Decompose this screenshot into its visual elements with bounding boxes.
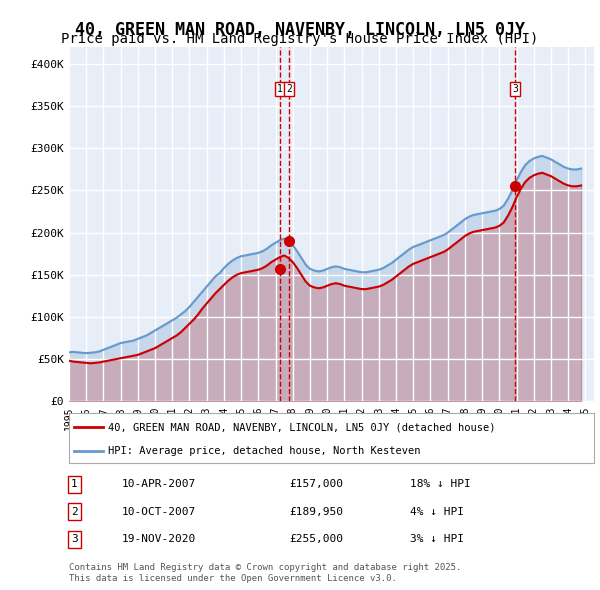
Text: 40, GREEN MAN ROAD, NAVENBY, LINCOLN, LN5 0JY: 40, GREEN MAN ROAD, NAVENBY, LINCOLN, LN… xyxy=(75,21,525,39)
Text: 10-OCT-2007: 10-OCT-2007 xyxy=(121,507,196,517)
Text: 10-APR-2007: 10-APR-2007 xyxy=(121,480,196,490)
Text: £157,000: £157,000 xyxy=(290,480,343,490)
Text: 3: 3 xyxy=(71,534,77,544)
Text: £255,000: £255,000 xyxy=(290,534,343,544)
Text: 2: 2 xyxy=(286,84,292,94)
Text: 1: 1 xyxy=(277,84,283,94)
Text: Contains HM Land Registry data © Crown copyright and database right 2025.
This d: Contains HM Land Registry data © Crown c… xyxy=(69,563,461,583)
Text: £189,950: £189,950 xyxy=(290,507,343,517)
Text: 2: 2 xyxy=(71,507,77,517)
Text: 4% ↓ HPI: 4% ↓ HPI xyxy=(410,507,464,517)
Text: HPI: Average price, detached house, North Kesteven: HPI: Average price, detached house, Nort… xyxy=(109,445,421,455)
Text: 1: 1 xyxy=(71,480,77,490)
Text: Price paid vs. HM Land Registry's House Price Index (HPI): Price paid vs. HM Land Registry's House … xyxy=(61,32,539,47)
Text: 18% ↓ HPI: 18% ↓ HPI xyxy=(410,480,471,490)
Text: 40, GREEN MAN ROAD, NAVENBY, LINCOLN, LN5 0JY (detached house): 40, GREEN MAN ROAD, NAVENBY, LINCOLN, LN… xyxy=(109,422,496,432)
Text: 19-NOV-2020: 19-NOV-2020 xyxy=(121,534,196,544)
Text: 3: 3 xyxy=(512,84,518,94)
Text: 3% ↓ HPI: 3% ↓ HPI xyxy=(410,534,464,544)
